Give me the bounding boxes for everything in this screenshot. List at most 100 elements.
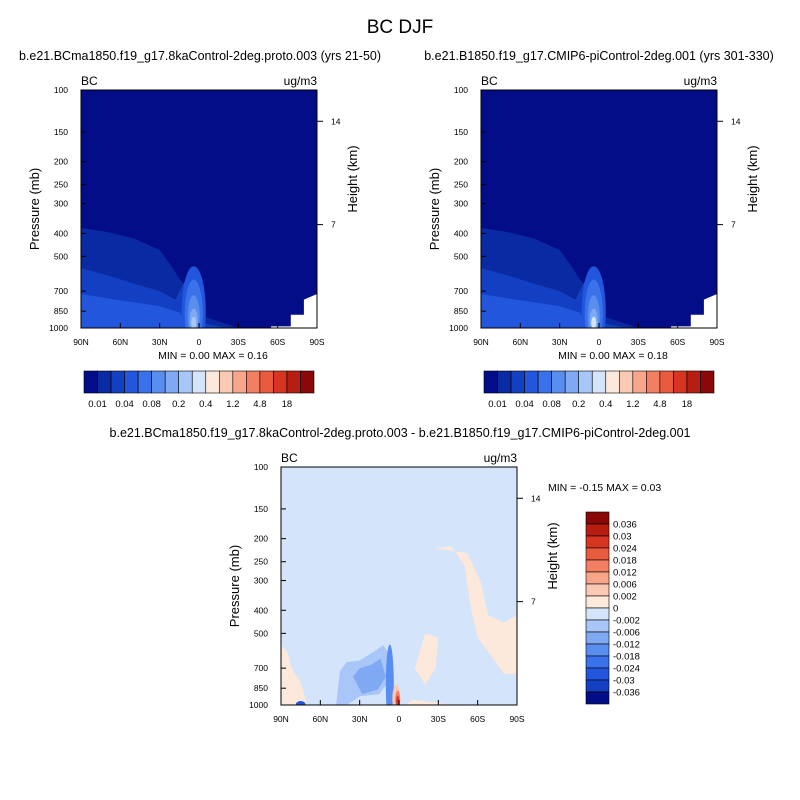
colorbar-box — [537, 370, 552, 394]
colorbar-box — [191, 370, 207, 394]
colorbar-box — [97, 370, 112, 394]
y-tick-label: 400 — [454, 228, 468, 238]
colorbar-label: 0.002 — [613, 592, 637, 603]
negative-core — [385, 644, 394, 705]
stats-label: MIN = -0.15 MAX = 0.03 — [548, 482, 661, 494]
x-tick-label: 90N — [273, 714, 289, 724]
field-background — [281, 467, 517, 705]
colorbar-label: 0.2 — [572, 399, 585, 410]
y-axis-label: Pressure (mb) — [27, 168, 42, 250]
colorbar-box — [585, 691, 610, 705]
colorbar-label: 0 — [613, 604, 618, 615]
figure-title: BC DJF — [367, 17, 434, 38]
x-tick-label: 30N — [152, 337, 168, 347]
x-tick-label: 60N — [513, 337, 529, 347]
y2-axis-label: Height (km) — [345, 145, 360, 212]
y2-tick-label: 7 — [531, 597, 536, 607]
field-layer — [281, 467, 517, 705]
colorbar-box — [585, 559, 610, 573]
colorbar-label: 0.024 — [613, 544, 637, 555]
colorbar-label: 0.08 — [142, 399, 161, 410]
y-tick-label: 700 — [54, 286, 68, 296]
negative-surface — [295, 701, 306, 705]
colorbar-box — [659, 370, 674, 394]
colorbar-box — [246, 370, 261, 394]
colorbar-box — [618, 370, 634, 394]
colorbar-box — [585, 667, 610, 681]
colorbar-box — [585, 535, 610, 549]
y-tick-label: 200 — [54, 157, 68, 167]
colorbar-box — [585, 523, 610, 537]
x-tick-label: 30S — [231, 337, 246, 347]
y-tick-label: 100 — [54, 85, 68, 95]
plume-core — [191, 316, 197, 328]
colorbar-box — [585, 571, 610, 585]
colorbar-box — [300, 370, 315, 394]
x-tick-label: 60S — [670, 337, 685, 347]
y2-axis-label: Height (km) — [545, 522, 560, 589]
positive-core-3 — [396, 695, 400, 705]
colorbar-box — [510, 370, 525, 394]
colorbar-label: -0.002 — [613, 616, 640, 627]
y-tick-label: 300 — [254, 576, 268, 586]
colorbar-label: 0.01 — [488, 399, 507, 410]
y-tick-label: 200 — [454, 157, 468, 167]
y-tick-label: 150 — [454, 127, 468, 137]
y-tick-label: 700 — [454, 286, 468, 296]
colorbar-box — [585, 631, 610, 645]
colorbar-label: 0.04 — [115, 399, 134, 410]
colorbar: 0.01 0.04 0.08 0.2 0.4 1.2 4.8 18 — [483, 370, 715, 410]
y-tick-label: 500 — [54, 251, 68, 261]
stats-label: MIN = 0.00 MAX = 0.16 — [158, 350, 268, 362]
y2-tick-label: 7 — [331, 220, 336, 230]
y-tick-label: 200 — [254, 534, 268, 544]
x-tick-label: 60S — [470, 714, 485, 724]
panel-top-right: 100 150 200 250 300 400 500 700 850 1000 14 7 90N 60N… — [424, 49, 774, 410]
x-tick-label: 60S — [270, 337, 285, 347]
left-string: BC — [81, 74, 98, 88]
colorbar-label: 0.4 — [599, 399, 612, 410]
colorbar-box — [585, 655, 610, 669]
colorbar-label: 0.006 — [613, 580, 637, 591]
colorbar-box — [585, 583, 610, 597]
y-tick-label: 250 — [454, 180, 468, 190]
panel-bottom-difference: 100 150 200 250 300 400 500 700 850 1000 14 7 90N 60N… — [110, 426, 691, 724]
y-tick-label: 400 — [54, 228, 68, 238]
contour-fill-3 — [81, 294, 193, 328]
colorbar-label: -0.006 — [613, 628, 640, 639]
x-tick-label: 0 — [197, 337, 202, 347]
y-tick-label: 250 — [254, 557, 268, 567]
positive-nh-high — [281, 645, 308, 705]
colorbar-box — [110, 370, 125, 394]
colorbar-box — [137, 370, 152, 394]
positive-sh-upper — [435, 546, 517, 674]
y-tick-label: 400 — [254, 605, 268, 615]
stats-label: MIN = 0.00 MAX = 0.18 — [558, 350, 668, 362]
colorbar-box — [124, 370, 139, 394]
colorbar-box — [178, 370, 193, 394]
colorbar-box — [585, 511, 610, 525]
colorbar-box — [605, 370, 620, 394]
field-layer — [481, 90, 717, 328]
colorbar-label: 18 — [282, 399, 293, 410]
colorbar-label: 1.2 — [226, 399, 239, 410]
x-tick-label: 90N — [473, 337, 489, 347]
field-layer — [81, 90, 317, 328]
panel-title: b.e21.BCma1850.f19_g17.8kaControl-2deg.p… — [110, 426, 691, 440]
x-tick-label: 0 — [397, 714, 402, 724]
y-tick-label: 700 — [254, 663, 268, 673]
colorbar-box — [578, 370, 593, 394]
x-tick-label: 30N — [352, 714, 368, 724]
colorbar-box — [585, 679, 610, 693]
y-tick-label: 300 — [454, 199, 468, 209]
colorbar-label: 0.4 — [199, 399, 212, 410]
y-tick-label: 500 — [254, 628, 268, 638]
colorbar-label: 0.08 — [542, 399, 561, 410]
negative-nh-2 — [353, 658, 386, 695]
x-tick-label: 0 — [597, 337, 602, 347]
colorbar-box — [700, 370, 715, 394]
colorbar-label: 0.036 — [613, 520, 637, 531]
colorbar-box — [151, 370, 166, 394]
